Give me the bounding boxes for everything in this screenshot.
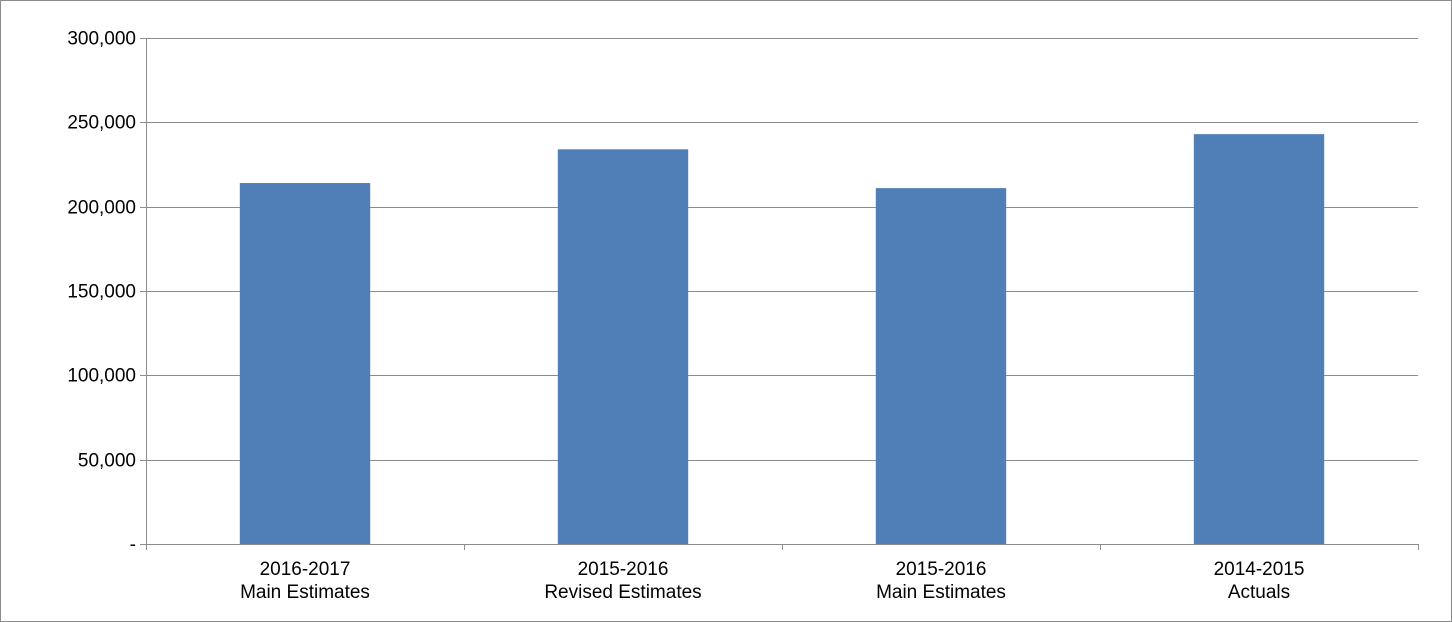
x-category-label: Main Estimates: [876, 582, 1006, 603]
x-category-label: 2016-2017: [260, 559, 351, 580]
bar: [557, 149, 689, 544]
y-tick-label: -: [130, 535, 136, 556]
x-category-label: Actuals: [1228, 582, 1290, 603]
bar: [1193, 134, 1325, 544]
y-tick-label: 300,000: [67, 29, 136, 50]
x-category-label: Main Estimates: [240, 582, 370, 603]
y-tick-label: 150,000: [67, 282, 136, 303]
bar: [239, 183, 371, 544]
x-category-label: 2015-2016: [578, 559, 669, 580]
axes: [140, 38, 1419, 550]
y-tick-label: 100,000: [67, 366, 136, 387]
bars: [239, 134, 1325, 544]
y-tick-labels: - 50,000 100,000 150,000 200,000 250,000 300,0…: [67, 29, 136, 556]
x-category-label: 2015-2016: [896, 559, 987, 580]
y-tick-label: 250,000: [67, 113, 136, 134]
y-tick-label: 200,000: [67, 198, 136, 219]
y-tick-label: 50,000: [78, 451, 136, 472]
x-category-label: 2014-2015: [1214, 559, 1305, 580]
x-category-label: Revised Estimates: [544, 582, 701, 603]
bar: [875, 188, 1007, 544]
